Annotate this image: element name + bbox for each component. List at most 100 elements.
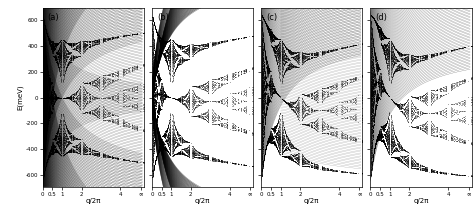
Point [266,34,274,37]
Point [157,107,164,111]
Point [156,148,164,152]
Point [167,58,174,61]
Point [314,101,321,104]
Point [371,19,379,22]
Point [57,113,65,116]
Point [278,142,286,145]
Point [385,58,392,61]
Point [453,47,460,51]
Point [61,45,69,48]
Point [371,74,378,77]
Point [289,52,297,55]
Point [392,134,399,137]
Point [170,63,178,66]
Point [71,47,78,50]
Point [385,119,392,122]
Point [39,100,47,104]
Point [368,78,375,82]
Point [82,144,90,148]
Point [49,96,57,99]
Point [39,131,47,135]
Point [100,75,107,79]
Point [177,151,184,154]
Point [150,53,157,56]
Point [302,158,310,161]
Point [268,80,276,84]
Point [42,134,50,138]
Point [268,32,275,36]
Point [258,103,266,107]
Point [175,134,183,137]
Point [447,138,455,141]
Point [270,47,277,50]
Point [408,114,415,117]
Point [375,129,383,133]
Point [152,124,160,128]
Point [369,41,377,44]
Point [371,145,379,148]
Point [46,154,53,157]
Point [393,49,401,53]
Point [159,144,166,148]
Point [217,121,225,125]
Point [273,92,281,95]
Point [47,112,55,115]
Point [371,145,379,148]
Point [298,113,305,116]
Point [150,37,157,41]
Point [223,39,231,42]
Point [153,91,160,95]
Point [373,137,381,141]
Point [153,154,160,158]
Point [172,137,180,140]
Point [46,43,54,46]
Point [152,109,159,113]
Point [194,114,202,118]
Point [163,41,170,44]
Point [156,146,164,149]
Point [404,63,412,66]
Point [377,87,384,91]
Point [436,171,444,175]
Point [308,165,315,169]
Point [258,14,265,17]
Point [422,53,430,56]
Point [192,47,200,50]
Point [266,36,273,39]
Point [161,54,168,57]
Point [349,107,357,111]
Point [273,131,281,135]
Point [111,156,118,160]
Point [42,57,50,61]
Point [284,155,292,159]
Point [57,153,65,157]
Point [39,101,47,104]
Point [44,122,52,126]
Point [173,132,181,135]
Point [204,157,212,160]
Point [367,140,375,144]
Point [42,137,49,140]
Point [314,50,321,54]
Point [261,19,268,22]
Point [436,135,444,139]
Point [172,51,180,54]
Point [294,56,302,60]
Point [375,27,383,31]
Point [285,58,293,61]
Point [374,64,381,67]
Point [112,121,119,125]
Point [266,82,273,86]
Point [460,109,468,113]
Point [80,51,87,54]
Point [378,43,385,46]
Point [56,152,64,156]
Point [380,34,388,37]
Point [195,86,203,89]
Point [39,161,47,164]
Point [381,50,388,53]
Point [412,60,419,63]
Point [39,80,47,84]
Point [265,140,273,144]
Point [367,109,375,112]
